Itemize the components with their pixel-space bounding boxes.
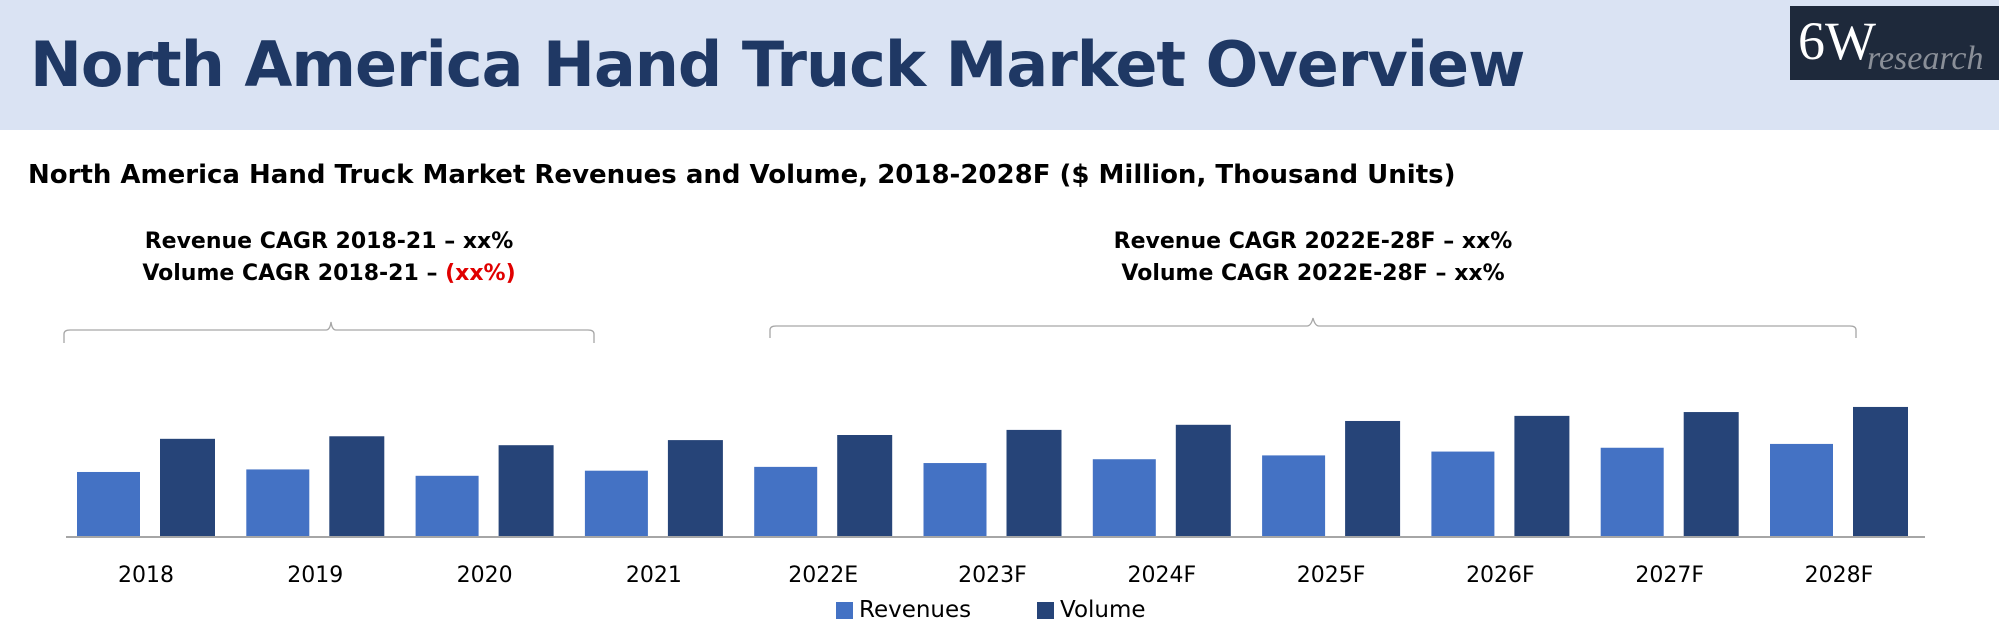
x-tick-label: 2027F	[1635, 563, 1704, 588]
bar-volume-2027f	[1683, 412, 1739, 537]
legend-volume: Volume	[1037, 597, 1146, 623]
bar-revenues-2020	[415, 475, 479, 537]
bar-volume-2022e	[837, 435, 893, 537]
bar-revenues-2026f	[1431, 451, 1495, 537]
cagr-left-volume-label: Volume CAGR 2018-21 –	[142, 261, 446, 286]
bar-volume-2021	[667, 440, 723, 537]
logo-main: 6W	[1798, 11, 1876, 71]
logo-sub: research	[1867, 40, 1984, 77]
bar-volume-2024f	[1175, 424, 1231, 537]
bar-revenues-2019	[246, 469, 310, 537]
logo-6w-research: 6W research	[1790, 6, 1999, 80]
x-tick-label: 2026F	[1466, 563, 1535, 588]
cagr-left: Revenue CAGR 2018-21 – xx% Volume CAGR 2…	[64, 226, 594, 290]
x-tick-label: 2019	[287, 563, 343, 588]
x-tick-label: 2024F	[1127, 563, 1196, 588]
bar-volume-2019	[329, 436, 385, 537]
bar-revenues-2023f	[923, 463, 987, 537]
header-band	[0, 0, 1999, 130]
bar-volume-2026f	[1514, 415, 1570, 537]
bar-revenues-2021	[584, 470, 648, 537]
bar-volume-2025f	[1345, 420, 1401, 537]
legend-label-volume: Volume	[1060, 597, 1146, 623]
bar-volume-2023f	[1006, 429, 1062, 537]
x-tick-label: 2021	[626, 563, 682, 588]
cagr-left-revenue: Revenue CAGR 2018-21 – xx%	[144, 229, 514, 254]
x-tick-label: 2028F	[1805, 563, 1874, 588]
page-title: North America Hand Truck Market Overview	[30, 28, 1525, 101]
bar-revenues-2027f	[1600, 447, 1664, 537]
bar-revenues-2022e	[754, 466, 818, 537]
bar-revenues-2024f	[1092, 459, 1156, 537]
legend-swatch-volume	[1037, 601, 1054, 619]
bracket-left	[63, 321, 595, 343]
legend-revenues: Revenues	[836, 597, 971, 623]
x-tick-label: 2022E	[788, 563, 858, 588]
x-tick-label: 2018	[118, 563, 174, 588]
cagr-right: Revenue CAGR 2022E-28F – xx% Volume CAGR…	[1000, 226, 1626, 290]
bar-volume-2028f	[1853, 406, 1908, 537]
bar-revenues-2025f	[1262, 455, 1326, 537]
legend-label-revenues: Revenues	[859, 597, 972, 623]
chart-title: North America Hand Truck Market Revenues…	[28, 160, 1456, 190]
x-tick-label: 2023F	[958, 563, 1027, 588]
bar-revenues-2028f	[1770, 443, 1833, 537]
bar-revenues-2018	[77, 471, 140, 537]
legend-swatch-revenues	[836, 601, 853, 619]
cagr-right-volume: Volume CAGR 2022E-28F – xx%	[1121, 261, 1505, 286]
x-tick-label: 2020	[457, 563, 513, 588]
bar-volume-2018	[160, 438, 215, 537]
cagr-left-volume-value: (xx%)	[445, 261, 516, 286]
x-tick-label: 2025F	[1297, 563, 1366, 588]
cagr-left-volume: Volume CAGR 2018-21 – (xx%)	[64, 258, 594, 290]
bracket-right	[769, 317, 1857, 338]
bar-volume-2020	[498, 445, 554, 537]
cagr-right-revenue: Revenue CAGR 2022E-28F – xx%	[1113, 229, 1513, 254]
